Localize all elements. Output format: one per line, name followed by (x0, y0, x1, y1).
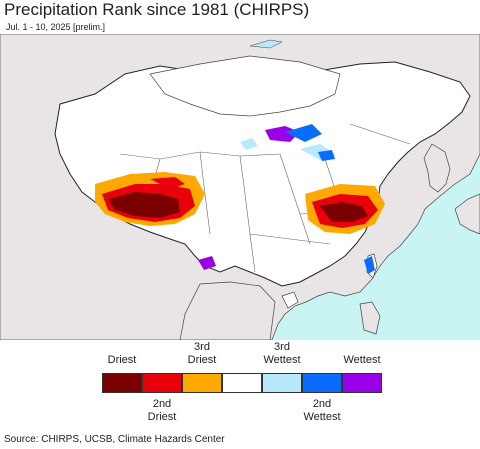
mongolia-region (149, 55, 341, 117)
legend-label-driest: Driest (107, 354, 137, 366)
korea-land (423, 143, 451, 193)
baikal-lake (249, 39, 283, 49)
legend-swatch-2nd-driest (142, 373, 182, 393)
legend-label-3rd-driest-text: 3rd Driest (187, 341, 217, 366)
map-title: Precipitation Rank since 1981 (CHIRPS) (4, 0, 310, 19)
legend-label-2nd-driest-text: 2nd Driest (147, 398, 177, 423)
map-legend: Driest 3rd Driest 3rd Wettest Wettest 2n… (0, 340, 480, 430)
legend-label-3rd-wettest-text: 3rd Wettest (263, 341, 301, 366)
map-svg (0, 34, 480, 340)
map-subtitle: Jul. 1 - 10, 2025 [prelim.] (6, 22, 106, 32)
legend-label-wettest: Wettest (343, 354, 381, 366)
philippines-land (359, 301, 381, 335)
legend-swatch-normal (222, 373, 262, 393)
legend-swatch-2nd-wettest (302, 373, 342, 393)
legend-label-2nd-driest: 2nd Driest (148, 398, 177, 424)
wet-anomalies (198, 124, 375, 274)
precipitation-rank-map (0, 34, 480, 340)
legend-label-2nd-wettest-text: 2nd Wettest (303, 398, 341, 423)
hainan-land (281, 291, 299, 309)
legend-swatch-wettest (342, 373, 382, 393)
legend-swatch-3rd-wettest (262, 373, 302, 393)
dry-anomalies-east (305, 184, 385, 234)
legend-label-3rd-driest: 3rd Driest (188, 341, 217, 367)
legend-swatch-driest (102, 373, 142, 393)
southeast-asia-land (179, 281, 276, 340)
source-credit: Source: CHIRPS, UCSB, Climate Hazards Ce… (4, 434, 225, 445)
legend-swatch-3rd-driest (182, 373, 222, 393)
japan-land (454, 193, 480, 235)
legend-label-3rd-wettest: 3rd Wettest (263, 341, 300, 367)
legend-label-2nd-wettest: 2nd Wettest (303, 398, 340, 424)
dry-anomalies-west (95, 172, 205, 226)
